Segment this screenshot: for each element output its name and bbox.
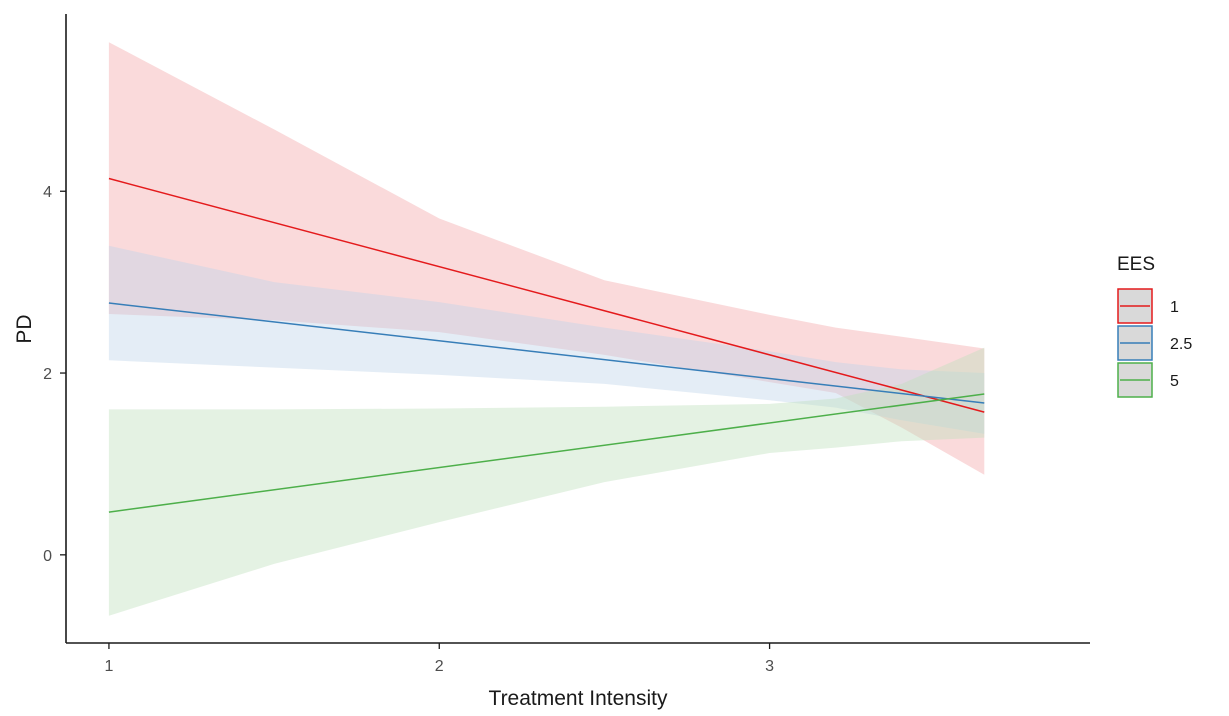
line-ees-1 bbox=[108, 177, 985, 413]
band-ees-2.5 bbox=[108, 245, 985, 434]
line-ees-2.5 bbox=[108, 302, 985, 404]
legend-title: EES bbox=[1117, 254, 1155, 275]
legend: EES 1 2.5 5 bbox=[1117, 254, 1192, 398]
legend-item-ees-2.5: 2.5 bbox=[1117, 325, 1192, 361]
y-ticks: 0 2 4 bbox=[43, 184, 66, 565]
x-tick-label: 2 bbox=[435, 658, 444, 675]
y-axis-title: PD bbox=[13, 314, 36, 343]
x-tick-label: 1 bbox=[104, 658, 113, 675]
legend-label: 1 bbox=[1170, 299, 1179, 316]
legend-item-ees-5: 5 bbox=[1117, 362, 1179, 398]
x-ticks: 1 2 3 bbox=[104, 643, 774, 675]
y-tick-label: 0 bbox=[43, 548, 52, 565]
x-tick-label: 3 bbox=[765, 658, 774, 675]
legend-item-ees-1: 1 bbox=[1117, 288, 1179, 324]
legend-label: 5 bbox=[1170, 373, 1179, 390]
confidence-bands bbox=[108, 42, 985, 616]
x-axis-title: Treatment Intensity bbox=[489, 687, 668, 710]
axes bbox=[65, 14, 1090, 644]
series-lines bbox=[108, 177, 985, 513]
line-ees-5 bbox=[108, 393, 985, 513]
band-ees-5 bbox=[108, 347, 985, 616]
band-ees-1 bbox=[108, 42, 985, 475]
legend-label: 2.5 bbox=[1170, 336, 1192, 353]
y-tick-label: 4 bbox=[43, 184, 52, 201]
y-tick-label: 2 bbox=[43, 366, 52, 383]
